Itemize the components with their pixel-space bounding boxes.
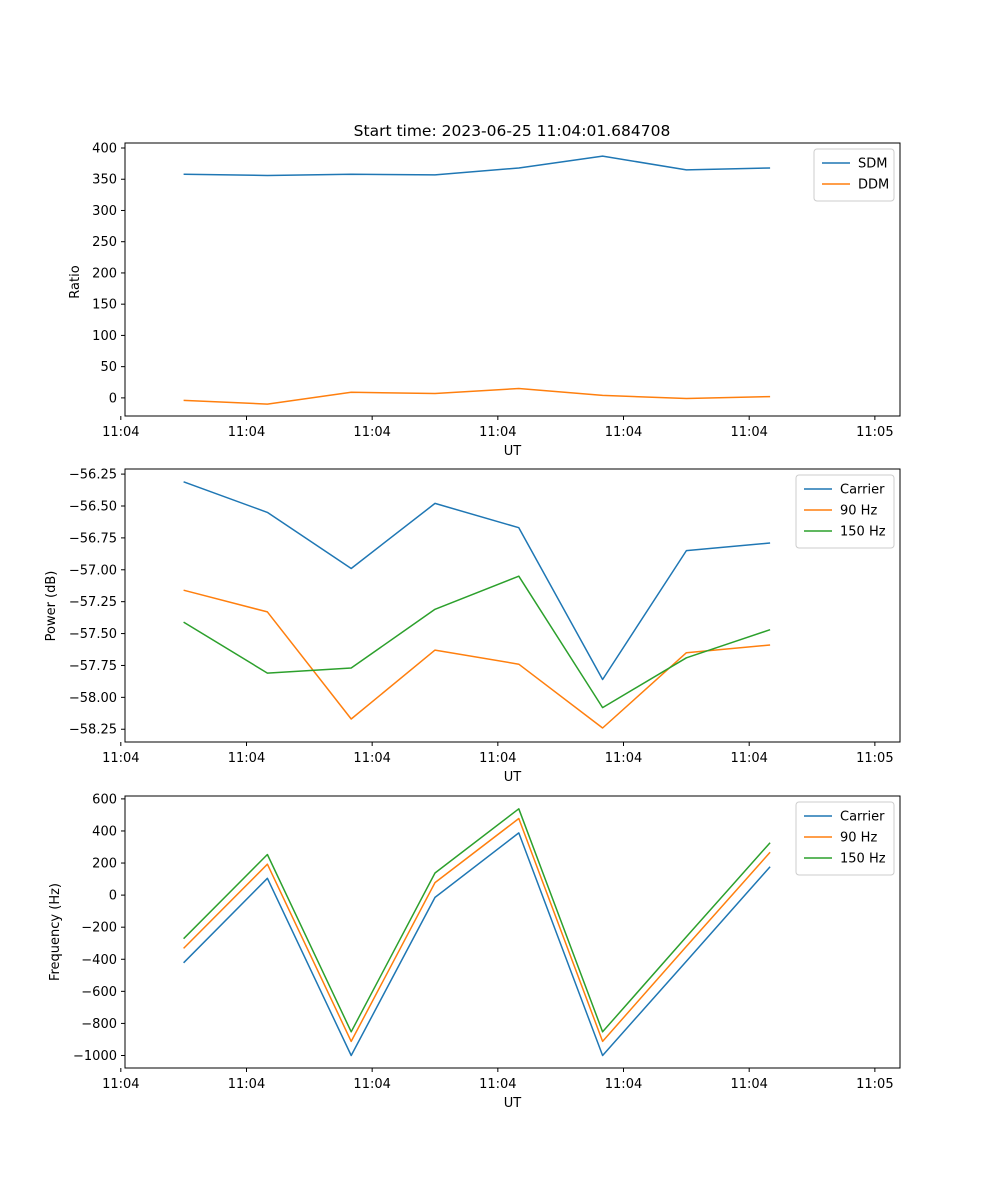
x-tick-label: 11:04: [730, 425, 767, 440]
legend: Carrier 90 Hz 150 Hz: [795, 801, 895, 876]
x-tick-label: 11:04: [353, 751, 390, 766]
y-tick-label: −57.00: [69, 563, 117, 578]
y-tick-label: 200: [92, 857, 117, 872]
x-tick-label: 11:04: [479, 1077, 516, 1092]
x-tick-label: 11:04: [228, 751, 265, 766]
y-axis-label: Power (dB): [44, 571, 59, 642]
series-line-carrier: [183, 481, 771, 681]
x-tick-label: 11:04: [102, 751, 139, 766]
series-line-ddm: [183, 387, 771, 405]
legend-entry: 90 Hz: [840, 831, 877, 846]
series-line-150-hz: [183, 808, 771, 1033]
y-tick-label: 250: [92, 235, 117, 250]
x-tick-label: 11:04: [730, 751, 767, 766]
x-tick-label: 11:05: [856, 751, 893, 766]
chart-panel-2: 11:04 11:04 11:04 11:04 11:04 11:04 11:05 −58.2…: [44, 468, 901, 785]
y-tick-label: 50: [100, 360, 117, 375]
series-line-90-hz: [183, 817, 771, 1043]
legend-entry: Carrier: [840, 483, 885, 498]
x-tick-label: 11:05: [856, 425, 893, 440]
y-tick-label: −57.50: [69, 627, 117, 642]
x-tick-label: 11:04: [228, 425, 265, 440]
y-tick-label: −57.75: [69, 659, 117, 674]
y-tick-label: 0: [109, 889, 117, 904]
x-tick-label: 11:04: [479, 751, 516, 766]
legend-entry: 150 Hz: [840, 852, 886, 867]
y-axis-label: Frequency (Hz): [48, 883, 63, 981]
y-tick-label: −800: [81, 1017, 117, 1032]
series-line-150-hz: [183, 575, 771, 709]
y-tick-label: −57.25: [69, 595, 117, 610]
legend-entry: 150 Hz: [840, 525, 886, 540]
x-axis-label: UT: [504, 1096, 522, 1111]
plot-frame: [124, 468, 901, 743]
series-line-sdm: [183, 155, 771, 177]
y-tick-label: −58.00: [69, 691, 117, 706]
x-tick-label: 11:04: [102, 425, 139, 440]
y-axis-label: Ratio: [68, 265, 83, 298]
y-tick-label: 400: [92, 141, 117, 156]
x-tick-label: 11:05: [856, 1077, 893, 1092]
series-line-90-hz: [183, 589, 771, 729]
figure-title: Start time: 2023-06-25 11:04:01.684708: [354, 122, 671, 140]
y-tick-label: 300: [92, 204, 117, 219]
y-tick-label: −600: [81, 985, 117, 1000]
y-tick-label: 0: [109, 391, 117, 406]
y-tick-label: 200: [92, 266, 117, 281]
series-line-carrier: [183, 832, 771, 1057]
chart-panel-1: 11:04 11:04 11:04 11:04 11:04 11:04 11:05 0 50 10…: [68, 141, 901, 459]
x-tick-label: 11:04: [353, 425, 390, 440]
y-tick-label: −58.25: [69, 723, 117, 738]
y-tick-label: 350: [92, 173, 117, 188]
legend-box: [795, 801, 895, 876]
legend-box: [795, 474, 895, 549]
y-tick-label: −56.50: [69, 499, 117, 514]
y-tick-label: −56.75: [69, 531, 117, 546]
legend: SDM DDM: [813, 148, 895, 202]
y-tick-label: 400: [92, 824, 117, 839]
legend-entry: SDM: [858, 157, 887, 172]
x-tick-label: 11:04: [228, 1077, 265, 1092]
plot-frame: [124, 142, 901, 417]
chart-panel-3: 11:04 11:04 11:04 11:04 11:04 11:04 11:05 −1000…: [48, 792, 901, 1111]
legend-entry: Carrier: [840, 810, 885, 825]
legend-entry: DDM: [858, 178, 889, 193]
y-tick-label: 600: [92, 792, 117, 807]
y-tick-label: 100: [92, 329, 117, 344]
legend-box: [813, 148, 895, 202]
y-tick-label: −400: [81, 953, 117, 968]
x-tick-label: 11:04: [353, 1077, 390, 1092]
x-tick-label: 11:04: [605, 1077, 642, 1092]
y-tick-label: −56.25: [69, 468, 117, 483]
plot-frame: [124, 795, 901, 1069]
x-tick-label: 11:04: [479, 425, 516, 440]
y-tick-label: 150: [92, 298, 117, 313]
y-tick-label: −200: [81, 921, 117, 936]
x-tick-label: 11:04: [730, 1077, 767, 1092]
x-axis-label: UT: [504, 444, 522, 459]
x-axis-label: UT: [504, 770, 522, 785]
x-tick-label: 11:04: [102, 1077, 139, 1092]
x-tick-label: 11:04: [605, 425, 642, 440]
x-tick-label: 11:04: [605, 751, 642, 766]
y-tick-label: −1000: [73, 1049, 117, 1064]
legend-entry: 90 Hz: [840, 504, 877, 519]
legend: Carrier 90 Hz 150 Hz: [795, 474, 895, 549]
